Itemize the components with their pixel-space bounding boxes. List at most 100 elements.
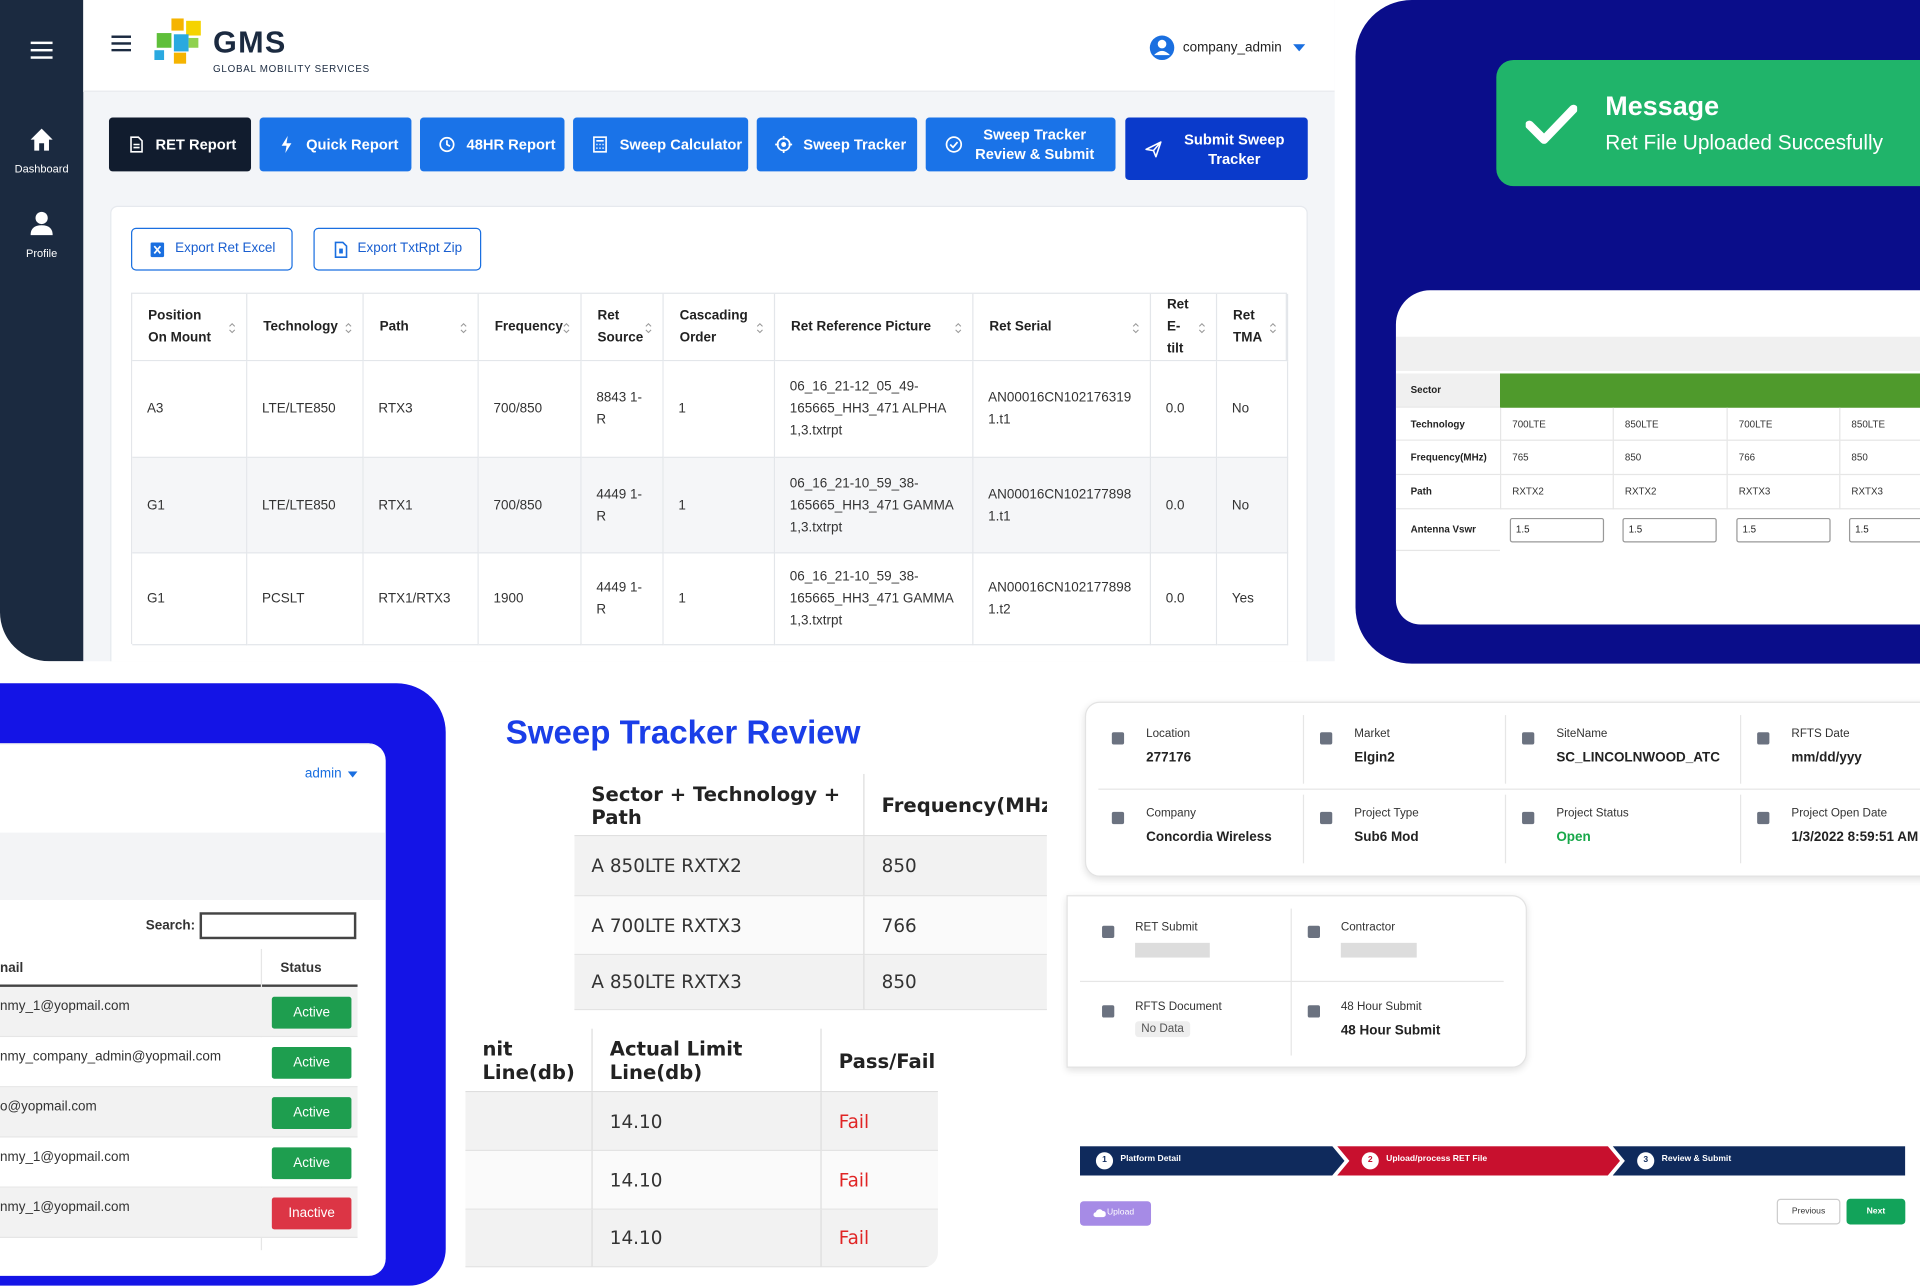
sort-icon (344, 320, 356, 337)
toolbar-button[interactable]: Sweep Calculator (573, 117, 749, 172)
field-icon (1755, 730, 1772, 747)
toolbar-button[interactable]: 48HR Report (420, 117, 565, 172)
cell-text: G1 (146, 497, 165, 513)
review-table: Sector + Technology + Path Frequency(MHz)… (574, 773, 1047, 1011)
vswr-input[interactable]: 1.5 (1509, 517, 1605, 543)
cell-text: PCSLT (262, 591, 305, 607)
column-header[interactable]: Technology (247, 293, 364, 362)
status-badge[interactable]: Active (271, 1147, 352, 1180)
form-cell: 850 (1839, 440, 1920, 476)
button-text: Submit Sweep Tracker (1184, 130, 1285, 168)
nav-profile[interactable]: Profile (26, 247, 58, 260)
search-input[interactable] (199, 912, 357, 940)
menu-icon[interactable] (30, 40, 53, 60)
cell-text: AN00016CN1021763191.t1 (988, 390, 1132, 428)
cell-text: 700/850 (493, 497, 543, 513)
status-badge[interactable]: Active (271, 996, 352, 1029)
sort-icon (1269, 320, 1281, 337)
toolbar-button[interactable]: Submit Sweep Tracker (1125, 117, 1308, 181)
table-cell: 1 (663, 361, 776, 458)
user-name[interactable]: company_admin (1182, 40, 1282, 56)
menu-icon[interactable] (111, 35, 132, 52)
user-avatar[interactable] (1149, 34, 1176, 61)
button-label: Sweep Tracker (803, 118, 914, 172)
toolbar-button[interactable]: Sweep Tracker (756, 117, 918, 172)
step-number: 2 (1361, 1152, 1379, 1170)
column-header[interactable]: Frequency (478, 293, 582, 362)
table-cell: No (1217, 361, 1289, 458)
column-header[interactable]: Ret Source (581, 293, 664, 362)
column-header[interactable]: Position On Mount (132, 293, 248, 362)
field-label: Location (1146, 727, 1191, 741)
form-cell: RXTX2 (1500, 475, 1613, 510)
export-button[interactable]: Export Ret Excel (131, 227, 293, 271)
status-badge[interactable]: Inactive (271, 1197, 352, 1230)
field-divider (1504, 715, 1507, 784)
column-header[interactable]: Path (363, 293, 479, 362)
toolbar-button[interactable]: RET Report (108, 117, 252, 172)
field-label: RET Submit (1135, 920, 1198, 935)
column-header[interactable]: Ret TMA (1217, 293, 1289, 362)
column-header[interactable]: Ret E-tilt (1151, 293, 1218, 362)
field-label: 48 Hour Submit (1340, 1000, 1422, 1014)
sort-icon (1198, 320, 1210, 337)
cell-text: 0.0 (1165, 591, 1185, 607)
toolbar-button[interactable]: Quick Report (259, 117, 412, 172)
column-header[interactable]: Cascading Order (663, 293, 776, 362)
field-value: Elgin2 (1354, 750, 1395, 766)
column-header[interactable]: nail (0, 961, 24, 976)
caret[interactable] (347, 771, 358, 778)
column-header[interactable]: Ret Reference Picture (775, 293, 974, 362)
form-label: Technology (1395, 407, 1501, 441)
ret-table: Position On Mount Technology Path Frequency… (131, 292, 1289, 646)
check-icon (1525, 104, 1578, 144)
button-icon (591, 136, 608, 153)
next-button[interactable]: Next (1846, 1198, 1906, 1225)
field-icon (1109, 730, 1126, 747)
admin-user[interactable]: admin (304, 766, 342, 782)
column-header[interactable]: Ret Serial (973, 293, 1152, 362)
button-text: Sweep Tracker (803, 135, 907, 154)
caret[interactable] (1293, 44, 1306, 52)
field-icon (1755, 809, 1772, 826)
field-icon (1305, 923, 1322, 940)
vswr-input[interactable]: 1.5 (1622, 517, 1717, 543)
status-badge[interactable]: Active (271, 1097, 352, 1129)
column-header[interactable]: Status (280, 961, 322, 976)
field-label: Project Type (1354, 806, 1419, 821)
status-badge[interactable]: Active (271, 1046, 352, 1079)
table-cell: G1 (132, 457, 248, 554)
review-header: nit Line(db) (465, 1028, 592, 1093)
divider (0, 743, 386, 745)
field-value: Sub6 Mod (1354, 830, 1419, 845)
placeholder (1135, 942, 1210, 958)
nav-dashboard[interactable]: Dashboard (14, 162, 69, 176)
toolbar-button[interactable]: Sweep Tracker Review & Submit (925, 117, 1116, 172)
form-cell: RXTX3 (1726, 475, 1840, 510)
export-button[interactable]: Export TxtRpt Zip (313, 227, 482, 271)
field-value: 277176 (1146, 750, 1192, 766)
vswr-input[interactable]: 1.5 (1736, 517, 1831, 543)
previous-button[interactable]: Previous (1776, 1198, 1841, 1225)
step: 1 Platform Detail (1080, 1146, 1345, 1176)
button-text: Sweep Calculator (619, 135, 743, 154)
field-label: Project Status (1556, 806, 1629, 821)
table-cell: A3 (132, 361, 248, 458)
profile-icon (30, 211, 53, 236)
cell-text: LTE/LTE850 (262, 497, 336, 513)
submission-card: RET Submit Contractor RFTS Document No Data… (1066, 895, 1527, 1068)
table-cell: 4449 1-R (581, 457, 664, 554)
sort-icon (644, 320, 656, 337)
upload-button[interactable]: Upload (1080, 1201, 1152, 1226)
review-title: Sweep Tracker Review (505, 713, 861, 751)
field-value: No Data (1135, 1021, 1191, 1038)
vswr-input[interactable]: 1.5 (1848, 517, 1920, 543)
step-label: Platform Detail (1120, 1154, 1181, 1164)
review-cell: Fail (820, 1209, 938, 1268)
field-divider (1302, 715, 1305, 784)
cell-text: No (1231, 401, 1250, 417)
header-text: Ret TMA (1233, 308, 1263, 346)
table-cell: 06_16_21-10_59_38-165665_HH3_471 GAMMA 1… (775, 553, 974, 646)
table-cell: AN00016CN1021778981.t1 (973, 457, 1152, 554)
field-value: Open (1556, 830, 1591, 845)
